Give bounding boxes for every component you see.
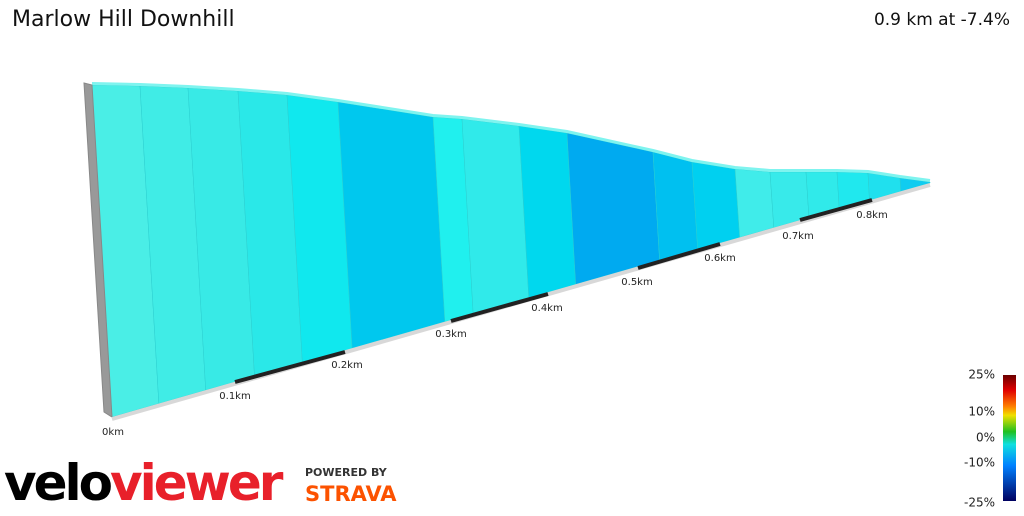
gradient-bar (1003, 375, 1016, 501)
km-segment (234, 350, 346, 384)
km-segment (637, 242, 721, 270)
km-segment (450, 292, 549, 323)
gradient-segment (337, 101, 446, 349)
distance-label: 0km (102, 427, 124, 438)
gradient-segment (652, 151, 698, 261)
gradient-legend: 25% 10% 0% -10% -25% (964, 368, 995, 510)
legend-label: 0% (976, 431, 995, 445)
logo-left: velo (4, 454, 112, 512)
powered-by: POWERED BY (305, 466, 388, 479)
gradient-segment (518, 125, 576, 299)
strava: STRAVA (305, 482, 397, 506)
legend-label: -10% (964, 456, 995, 470)
gradient-segment (461, 118, 530, 315)
gradient-segment (734, 168, 775, 238)
distance-label: 0.4km (531, 303, 562, 314)
title: Marlow Hill Downhill (12, 7, 235, 32)
gradient-segment (691, 161, 740, 250)
logo-right: viewer (110, 454, 284, 512)
km-segment (799, 198, 873, 222)
legend-label: 25% (968, 368, 995, 382)
distance-label: 0.6km (704, 253, 735, 264)
profile-faces (91, 82, 931, 418)
distance-label: 0.5km (621, 277, 652, 288)
distance-label: 0.1km (219, 391, 250, 402)
km-segments (234, 198, 873, 384)
legend-label: -25% (964, 496, 995, 510)
distance-labels: 0km 0.1km 0.2km 0.3km 0.4km 0.5km 0.6km 0.7km 0.… (102, 210, 888, 438)
legend-label: 10% (968, 405, 995, 419)
top-edge (91, 82, 931, 182)
distance-label: 0.3km (435, 329, 466, 340)
distance-label: 0.8km (856, 210, 887, 221)
summary: 0.9 km at -7.4% (874, 10, 1010, 30)
gradient-segment (566, 132, 660, 285)
logo: veloviewer (4, 454, 284, 512)
distance-label: 0.2km (331, 360, 362, 371)
distance-label: 0.7km (782, 231, 813, 242)
